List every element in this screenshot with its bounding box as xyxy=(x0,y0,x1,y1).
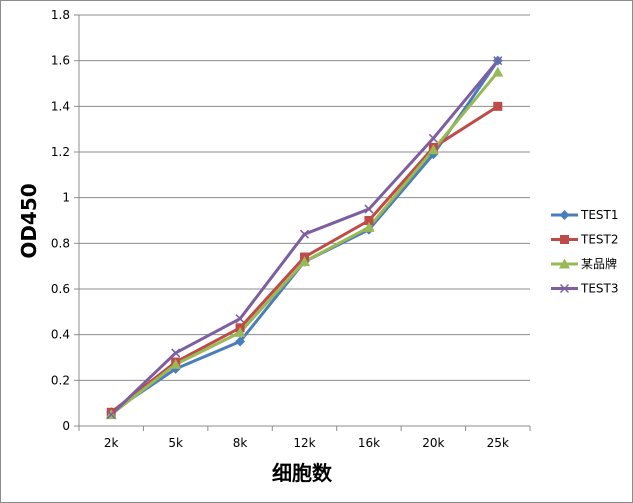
y-tick-label: 1 xyxy=(62,191,70,205)
legend-label: TEST1 xyxy=(580,208,619,222)
series-line-4 xyxy=(110,59,499,416)
data-point-3 xyxy=(234,326,246,337)
y-tick-label: 1.4 xyxy=(51,99,70,113)
data-point-4 xyxy=(493,56,503,66)
data-point-1 xyxy=(235,336,246,347)
y-axis-title: OD450 xyxy=(17,183,41,258)
data-point-4 xyxy=(299,229,310,239)
x-tick-label: 20k xyxy=(422,436,444,450)
data-point-4 xyxy=(171,348,181,358)
y-tick-label: 0 xyxy=(62,419,70,433)
legend-item: 某品牌 xyxy=(551,257,617,271)
data-point-4 xyxy=(235,314,245,324)
legend-item: TEST1 xyxy=(551,208,619,222)
x-tick-label: 12k xyxy=(293,436,315,450)
legend-item: TEST2 xyxy=(551,233,619,247)
x-tick-label: 8k xyxy=(233,436,248,450)
data-point-3 xyxy=(170,358,182,369)
x-tick-label: 16k xyxy=(358,436,380,450)
y-tick-label: 0.6 xyxy=(51,282,70,296)
data-point-3 xyxy=(299,256,310,267)
y-tick-label: 1.8 xyxy=(51,8,70,22)
legend-marker xyxy=(559,283,570,294)
data-point-4 xyxy=(428,133,438,143)
y-tick-label: 1.2 xyxy=(51,145,70,159)
x-tick-label: 5k xyxy=(168,436,183,450)
data-point-3 xyxy=(363,221,375,232)
data-point-4 xyxy=(106,410,116,420)
legend-item: TEST3 xyxy=(551,282,619,296)
legend: TEST1 TEST2 某品牌 TEST3 xyxy=(551,208,619,296)
y-tick-label: 1.6 xyxy=(51,54,70,68)
y-tick-label: 0.8 xyxy=(51,236,70,250)
legend-label: 某品牌 xyxy=(581,257,617,271)
data-point-3 xyxy=(427,144,439,155)
data-point-3 xyxy=(492,66,504,77)
series-markers xyxy=(105,55,504,420)
data-point-4 xyxy=(364,204,374,214)
legend-label: TEST2 xyxy=(580,233,619,247)
axes xyxy=(74,14,531,431)
y-tick-labels: 0 0.2 0.4 0.6 0.8 1 1.2 1.4 1.6 1.8 xyxy=(51,8,70,433)
legend-marker xyxy=(559,210,570,220)
x-tick-label: 25k xyxy=(487,436,509,450)
legend-marker xyxy=(559,258,570,269)
y-tick-label: 0.2 xyxy=(51,373,70,387)
x-tick-labels: 2k 5k 8k 12k 16k 20k 25k xyxy=(104,436,509,450)
x-axis-title: 细胞数 xyxy=(272,461,333,485)
y-tick-label: 0.4 xyxy=(51,328,70,342)
series-lines xyxy=(110,59,500,416)
grid-lines xyxy=(79,14,530,381)
legend-label: TEST3 xyxy=(580,282,619,296)
data-point-2 xyxy=(493,101,503,111)
x-tick-label: 2k xyxy=(104,436,119,450)
data-point-2 xyxy=(364,216,374,225)
legend-marker xyxy=(560,235,569,244)
